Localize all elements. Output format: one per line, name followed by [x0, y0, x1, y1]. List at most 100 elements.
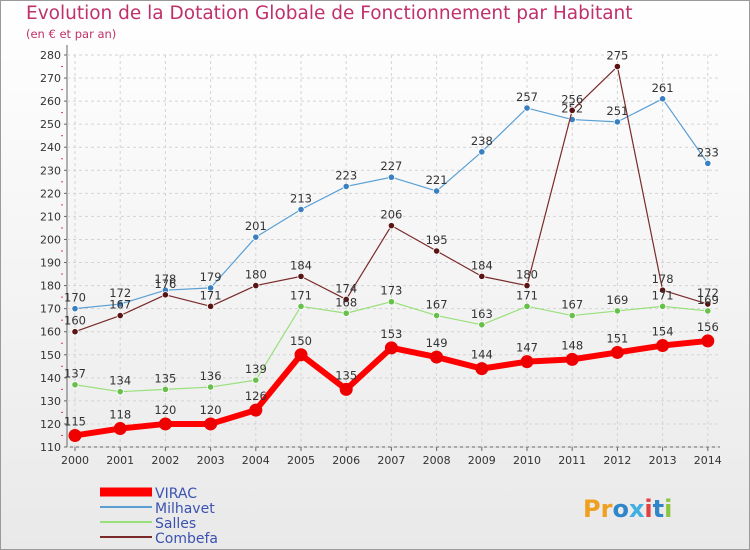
- data-label-virac: 118: [109, 408, 131, 422]
- y-tick-label: 140: [40, 372, 61, 385]
- data-label-milhavet: 170: [64, 291, 86, 305]
- data-label-combefa: 180: [516, 268, 538, 282]
- data-label-salles: 134: [109, 374, 131, 388]
- data-point-combefa: [704, 300, 712, 308]
- data-point-virac: [520, 355, 534, 369]
- data-label-combefa: 256: [561, 92, 583, 106]
- data-point-salles: [116, 388, 124, 396]
- data-point-virac: [339, 382, 353, 396]
- data-label-salles: 136: [200, 369, 222, 383]
- data-label-combefa: 172: [697, 286, 719, 300]
- y-tick-label: 270: [40, 72, 61, 85]
- data-point-virac: [475, 362, 489, 376]
- data-label-virac: 120: [200, 403, 222, 417]
- data-label-combefa: 178: [652, 272, 674, 286]
- data-label-combefa: 184: [290, 258, 312, 272]
- logo-letter: P: [583, 495, 601, 523]
- y-tick-label: 200: [40, 233, 61, 246]
- data-point-combefa: [613, 62, 622, 71]
- y-tick-label: 260: [40, 95, 61, 108]
- data-label-salles: 135: [154, 371, 176, 385]
- data-point-combefa: [658, 286, 667, 294]
- chart-subtitle: (en € et par an): [26, 27, 117, 41]
- data-point-virac: [701, 334, 715, 348]
- data-point-salles: [342, 309, 350, 317]
- x-tick-label: 2009: [468, 454, 496, 467]
- data-point-salles: [613, 307, 622, 315]
- data-point-virac: [204, 417, 218, 431]
- data-label-salles: 169: [697, 293, 719, 307]
- y-tick-label: 170: [40, 303, 61, 316]
- data-label-milhavet: 213: [290, 191, 312, 205]
- data-label-milhavet: 227: [380, 159, 402, 173]
- data-point-salles: [658, 302, 667, 310]
- data-label-virac: 150: [290, 334, 312, 348]
- data-label-virac: 135: [335, 368, 357, 382]
- data-point-salles: [161, 385, 169, 393]
- data-label-virac: 148: [561, 338, 583, 352]
- x-tick-label: 2000: [61, 454, 89, 467]
- y-tick-label: 120: [40, 418, 61, 431]
- legend-label-milhavet: Milhavet: [155, 501, 215, 517]
- y-tick-label: 250: [40, 118, 61, 131]
- data-point-milhavet: [116, 300, 124, 308]
- data-point-virac: [158, 417, 172, 431]
- data-label-salles: 171: [652, 288, 674, 302]
- data-label-virac: 144: [471, 348, 493, 362]
- data-point-combefa: [297, 272, 305, 280]
- data-label-milhavet: 238: [471, 134, 493, 148]
- x-tick-label: 2014: [694, 454, 722, 467]
- data-label-combefa: 167: [109, 298, 131, 312]
- data-point-salles: [432, 311, 441, 320]
- data-point-salles: [387, 298, 395, 306]
- x-tick-label: 2007: [377, 454, 405, 467]
- legend-label-combefa: Combefa: [155, 531, 218, 547]
- x-tick-label: 2005: [287, 454, 315, 467]
- data-point-combefa: [207, 302, 215, 310]
- data-label-virac: 115: [64, 414, 86, 428]
- data-point-combefa: [71, 328, 79, 336]
- data-point-combefa: [342, 295, 350, 304]
- logo-letter: i: [664, 495, 672, 523]
- data-label-salles: 169: [606, 293, 628, 307]
- y-tick-label: 180: [40, 280, 61, 293]
- logo-letter: o: [612, 495, 629, 523]
- data-point-virac: [68, 428, 82, 442]
- data-point-milhavet: [71, 305, 79, 313]
- data-point-combefa: [161, 291, 169, 299]
- y-tick-label: 280: [40, 49, 61, 62]
- data-label-salles: 173: [380, 284, 402, 298]
- y-tick-label: 220: [40, 187, 61, 200]
- data-point-combefa: [478, 272, 486, 280]
- data-point-combefa: [116, 311, 124, 320]
- data-point-milhavet: [432, 187, 441, 195]
- data-point-virac: [656, 339, 670, 353]
- data-point-salles: [252, 376, 260, 384]
- logo-letter: x: [629, 495, 645, 523]
- data-label-milhavet: 179: [200, 270, 222, 284]
- data-point-milhavet: [342, 182, 350, 191]
- data-label-virac: 120: [154, 403, 176, 417]
- data-label-salles: 137: [64, 367, 86, 381]
- logo-letter: i: [644, 495, 652, 523]
- data-label-milhavet: 233: [697, 145, 719, 159]
- x-tick-label: 2001: [106, 454, 134, 467]
- data-label-combefa: 275: [606, 49, 628, 63]
- x-tick-label: 2004: [242, 454, 270, 467]
- data-point-virac: [565, 352, 579, 366]
- data-point-milhavet: [207, 284, 215, 292]
- data-point-salles: [523, 302, 531, 310]
- y-tick-label: 150: [40, 349, 61, 362]
- data-label-combefa: 174: [335, 281, 357, 295]
- data-label-combefa: 206: [380, 208, 402, 222]
- data-label-virac: 126: [245, 389, 267, 403]
- data-point-salles: [704, 307, 712, 315]
- x-tick-label: 2003: [197, 454, 225, 467]
- data-point-combefa: [432, 247, 441, 255]
- data-label-combefa: 171: [200, 288, 222, 302]
- data-label-salles: 171: [516, 288, 538, 302]
- chart-title: Evolution de la Dotation Globale de Fonc…: [26, 3, 633, 24]
- data-point-salles: [207, 383, 215, 391]
- data-label-combefa: 176: [154, 277, 176, 291]
- data-point-salles: [568, 311, 576, 320]
